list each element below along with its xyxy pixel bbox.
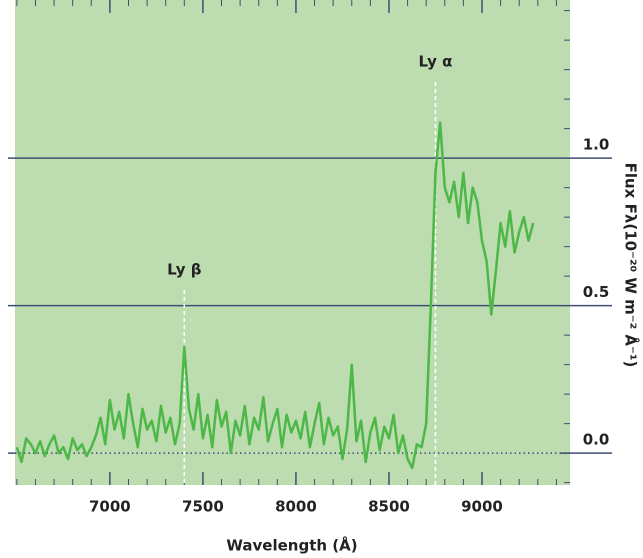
- y-axis-label: Flux Fλ(10⁻²⁰ W m⁻² Å⁻¹): [622, 163, 641, 368]
- x-tick-label: 8000: [275, 498, 317, 516]
- x-tick-label: 7000: [89, 498, 131, 516]
- y-tick-label: 0.5: [583, 283, 610, 301]
- annotation-label: Ly α: [419, 53, 453, 71]
- x-tick-label: 9000: [461, 498, 503, 516]
- x-tick-label: 8500: [368, 498, 410, 516]
- x-axis-label: Wavelength (Å): [226, 536, 357, 555]
- plot-background: [15, 0, 570, 485]
- annotation-label: Ly β: [167, 261, 202, 279]
- spectrum-line: [15, 121, 535, 470]
- y-tick-label: 1.0: [583, 136, 610, 154]
- x-tick-label: 7500: [182, 498, 224, 516]
- y-tick-label: 0.0: [583, 431, 610, 449]
